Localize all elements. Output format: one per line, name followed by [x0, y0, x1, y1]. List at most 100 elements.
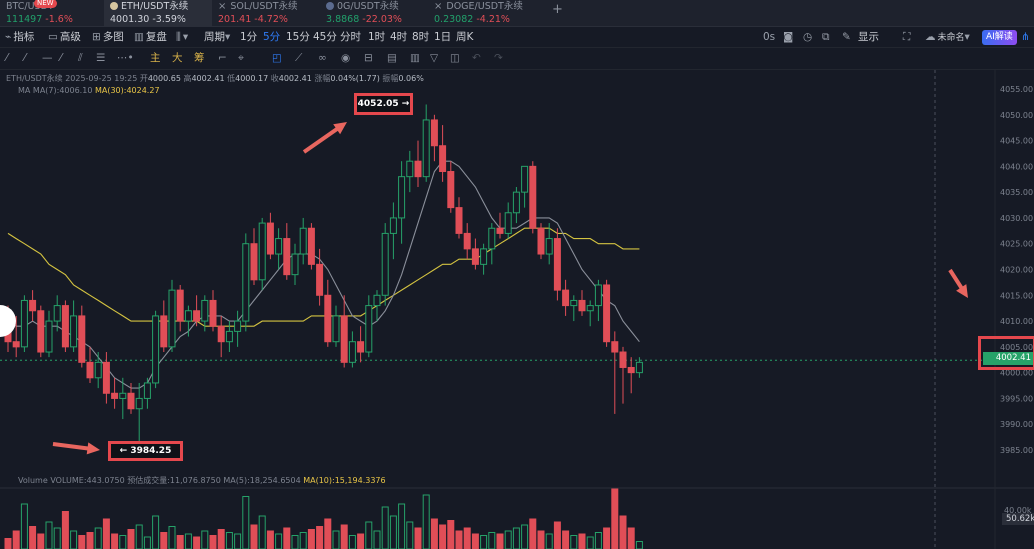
ma30-line	[7, 227, 640, 327]
layout-name-button[interactable]: ☁ 未命名▾	[925, 31, 970, 43]
price-tick: 4055.00	[1000, 85, 1033, 94]
candle-body	[29, 299, 37, 312]
big-order-button[interactable]: 大	[172, 52, 183, 64]
price-tick: 4035.00	[1000, 188, 1033, 197]
link-icon[interactable]: ∞	[318, 52, 327, 64]
close-icon[interactable]: ×	[434, 1, 443, 12]
chart-type-button[interactable]: ⫼ ▾	[176, 30, 190, 44]
candle-body	[37, 310, 45, 353]
interval-4h[interactable]: 4时	[390, 31, 408, 43]
channel-tool-icon[interactable]: ⫽	[78, 52, 83, 64]
pencil-icon[interactable]: ✎	[842, 31, 851, 43]
ai-explain-button[interactable]: AI解读	[982, 30, 1017, 45]
advanced-button[interactable]: ▭ 高级	[48, 31, 81, 43]
indicator-button[interactable]: ⌁ 指标	[5, 31, 35, 43]
multi-chart-button[interactable]: ⊞ 多图	[92, 31, 124, 43]
tab-change: -4.72%	[254, 14, 288, 25]
interval-5m[interactable]: 5分	[263, 31, 281, 43]
main-force-button[interactable]: 主	[150, 52, 161, 64]
ray-tool-icon[interactable]: ⁄	[60, 52, 62, 64]
fullscreen-icon[interactable]: ⧉	[822, 31, 830, 43]
tab-sol[interactable]: × SOL/USDT永续 201.41 -4.72%	[212, 0, 320, 27]
candle-body	[78, 315, 86, 363]
redo-icon[interactable]: ↷	[494, 52, 503, 64]
interval-1d[interactable]: 1日	[434, 31, 452, 43]
interval-timeline[interactable]: 分时	[340, 31, 361, 43]
candle	[78, 305, 86, 368]
undo-icon[interactable]: ↶	[472, 52, 481, 64]
alert-icon[interactable]: ⌖	[238, 52, 244, 64]
bracket-icon[interactable]: ⌐	[218, 52, 227, 64]
camera-icon[interactable]: ◙	[783, 31, 794, 43]
candle-body	[209, 299, 217, 327]
interval-1m[interactable]: 1分	[240, 31, 258, 43]
magnet-icon[interactable]: ◰	[272, 52, 282, 64]
close-icon[interactable]: ×	[218, 1, 227, 12]
interval-week[interactable]: 周K	[456, 31, 474, 43]
candle-body	[275, 238, 283, 255]
tab-doge[interactable]: × DOGE/USDT永续 0.23082 -4.21%	[428, 0, 536, 27]
layers-icon[interactable]: ◫	[450, 52, 460, 64]
share-icon[interactable]: ⋔	[1021, 31, 1030, 43]
candle	[332, 305, 340, 347]
line-tool-icon[interactable]: ⁄	[24, 52, 26, 64]
volume-current-label: 50.62k	[1002, 513, 1034, 525]
interval-1h[interactable]: 1时	[368, 31, 386, 43]
chevron-down-icon: ▾	[182, 31, 189, 43]
candle	[250, 228, 258, 285]
tab-eth[interactable]: ETH/USDT永续 4001.30 -3.59%	[104, 0, 212, 27]
candle	[545, 223, 553, 265]
tab-0g[interactable]: 0G/USDT永续 3.8868 -22.03%	[320, 0, 428, 27]
volume-bar	[430, 518, 438, 549]
candle-body	[242, 243, 250, 322]
candle-body	[357, 341, 365, 353]
filter-icon[interactable]: ▽	[430, 52, 439, 64]
replay-button[interactable]: ▥ 复盘	[134, 31, 167, 43]
candlestick-chart[interactable]: 4055.00 4050.00 4045.00 4040.00 4035.00 4030.…	[0, 70, 1034, 549]
candle	[603, 279, 611, 347]
candle-body	[12, 341, 20, 348]
display-button[interactable]: 显示	[858, 31, 879, 43]
volume-bar	[463, 527, 471, 549]
volume-bar	[4, 538, 12, 549]
candle	[512, 186, 520, 224]
ruler-icon[interactable]: ⟋	[295, 52, 303, 64]
candle-body	[127, 392, 135, 410]
tab-change: -1.6%	[45, 14, 73, 25]
interval-8h[interactable]: 8时	[412, 31, 430, 43]
candles	[4, 104, 643, 456]
more-tools-icon[interactable]: ⋯•	[117, 52, 134, 64]
clock-icon[interactable]: ◷	[803, 31, 813, 43]
volume-bar	[184, 533, 192, 549]
candle	[102, 352, 110, 404]
candle-body	[225, 330, 233, 343]
volume-bar	[29, 526, 37, 549]
expand-icon[interactable]: ⛶	[903, 31, 911, 43]
tab-change: -22.03%	[362, 14, 402, 25]
chip-button[interactable]: 筹	[194, 52, 205, 64]
candle	[381, 223, 389, 306]
interval-15m[interactable]: 15分	[286, 31, 310, 43]
eye-icon[interactable]: ◉	[341, 52, 351, 64]
add-tab-button[interactable]: +	[552, 2, 563, 17]
trash-icon[interactable]: ▥	[410, 52, 420, 64]
tab-price: 0.23082	[434, 14, 474, 25]
volume-bar	[111, 533, 119, 549]
fib-tool-icon[interactable]: ☰	[96, 52, 106, 64]
price-tick: 3995.00	[1000, 394, 1033, 403]
chart-icon: ▭	[48, 31, 58, 43]
price-tick: 4025.00	[1000, 240, 1033, 249]
candle-body	[258, 222, 266, 281]
tab-btc[interactable]: BTC/USDT 111497 -1.6% NEW	[0, 0, 104, 27]
volume-bar	[545, 533, 553, 549]
hline-tool-icon[interactable]: —	[42, 52, 53, 64]
volume-bar	[594, 532, 602, 549]
volume-bar	[348, 535, 356, 549]
scroll-handle[interactable]	[0, 305, 16, 337]
interval-45m[interactable]: 45分	[313, 31, 337, 43]
period-button[interactable]: 周期▾	[204, 31, 231, 43]
lock-icon[interactable]: ⊟	[364, 52, 373, 64]
cursor-icon[interactable]: ⁄	[6, 52, 8, 64]
clipboard-icon[interactable]: ▤	[387, 52, 397, 64]
candle-body	[102, 361, 110, 394]
